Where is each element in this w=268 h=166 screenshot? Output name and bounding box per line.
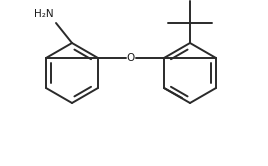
Text: O: O xyxy=(127,53,135,63)
Text: H₂N: H₂N xyxy=(34,9,54,19)
